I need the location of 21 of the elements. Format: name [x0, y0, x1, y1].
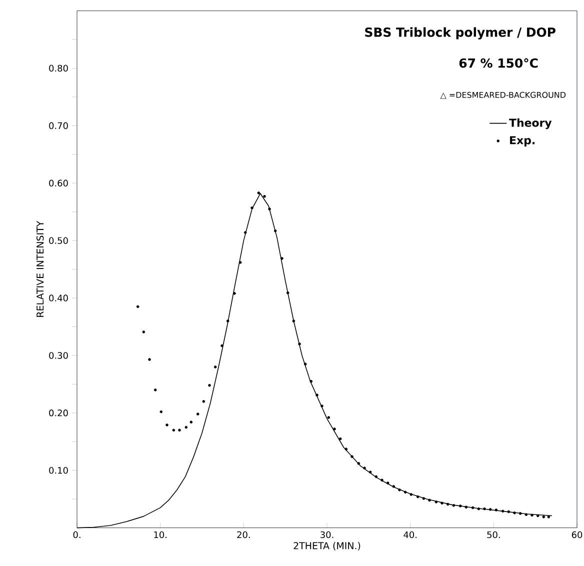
y-tick-label: 0.80 — [49, 64, 68, 72]
x-tick-label: 10. — [154, 531, 166, 538]
y-tick-label: 0.50 — [49, 237, 68, 244]
x-tick-label: 40. — [404, 531, 417, 538]
y-axis-title: RELATIVE INTENSITY — [36, 220, 44, 317]
legend-label: Theory — [509, 118, 552, 130]
x-tick-label: 30. — [320, 531, 334, 538]
x-tick-label: 0. — [73, 531, 80, 538]
y-tick-label: 0.70 — [49, 122, 68, 130]
x-axis-title: 2THETA (MIN.) — [294, 542, 360, 550]
x-tick-label: 60 — [572, 531, 582, 538]
text: SBS Triblock polymer / DOP — [365, 27, 556, 40]
y-tick-label: 0.60 — [49, 180, 68, 187]
x-tick-label: 50. — [487, 531, 500, 538]
x-tick-label: 20. — [237, 531, 250, 538]
y-tick-label: 0.10 — [49, 466, 68, 474]
y-tick-label: 0.30 — [49, 352, 68, 359]
y-tick-label: 0.20 — [49, 410, 68, 416]
legend-label: Exp. — [510, 136, 534, 146]
y-tick-label: 0.40 — [49, 294, 68, 302]
text: 67 % 150°C — [459, 58, 538, 68]
